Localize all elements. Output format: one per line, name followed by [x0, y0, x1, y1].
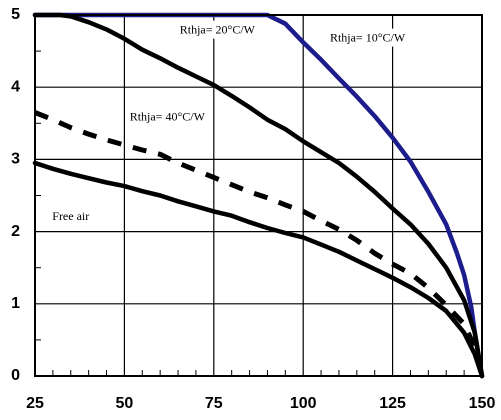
x-tick-labels: 25 50 75 100 125 150 — [26, 395, 495, 412]
x-tick-label-3: 100 — [290, 395, 317, 412]
annotation-label-2: Rthja= 40°C/W — [130, 109, 206, 123]
x-tick-label-1: 50 — [116, 395, 134, 412]
y-tick-labels: 0 1 2 3 4 5 — [11, 6, 20, 384]
annotation-label-0: Rthja= 20°C/W — [180, 23, 256, 37]
y-tick-label-4: 4 — [11, 78, 20, 95]
y-tick-label-5: 5 — [11, 6, 20, 23]
annotation-1: Rthja= 10°C/W — [326, 28, 409, 47]
plot-frame — [34, 14, 483, 377]
annotation-bg-1 — [326, 28, 409, 47]
annotation-label-1: Rthja= 10°C/W — [330, 31, 406, 45]
annotation-bg-3 — [49, 206, 93, 225]
annotation-bg-2 — [126, 107, 209, 126]
annotation-2: Rthja= 40°C/W — [126, 107, 209, 126]
y-tick-label-3: 3 — [11, 151, 20, 168]
series-line-3 — [32, 160, 485, 379]
series-line-2 — [34, 110, 485, 377]
annotation-layer: Rthja= 20°C/W Rthja= 10°C/W Rthja= 40°C/W F… — [49, 20, 409, 225]
x-tick-label-4: 125 — [379, 395, 406, 412]
series-line-1 — [32, 12, 485, 379]
annotation-3: Free air — [49, 206, 93, 225]
x-tick-label-0: 25 — [26, 395, 44, 412]
y-tick-label-2: 2 — [11, 223, 20, 240]
annotation-bg-0 — [176, 20, 259, 39]
grid-lines — [35, 15, 482, 376]
y-tick-label-0: 0 — [11, 367, 20, 384]
x-tick-label-5: 150 — [469, 395, 496, 412]
series-layer — [32, 12, 485, 379]
series-line-0 — [32, 12, 485, 379]
x-tick-label-2: 75 — [205, 395, 223, 412]
annotation-label-3: Free air — [52, 209, 89, 223]
annotation-0: Rthja= 20°C/W — [176, 20, 259, 39]
y-tick-label-1: 1 — [11, 295, 20, 312]
